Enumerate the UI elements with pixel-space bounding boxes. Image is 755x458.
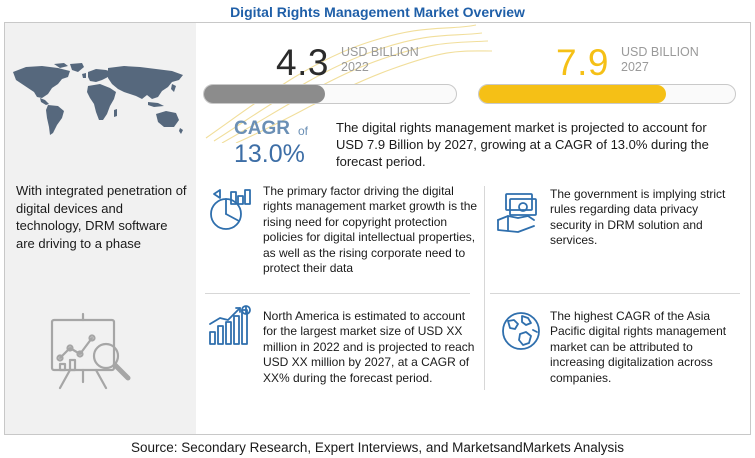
point-text-government: The government is implying strict rules … xyxy=(550,187,726,248)
divider-left xyxy=(205,293,470,294)
cagr-value: 13.0% xyxy=(234,140,305,168)
market-value-2027: 7.9 xyxy=(556,42,609,83)
divider-vertical xyxy=(484,186,485,390)
unit-label-2027: USD BILLION xyxy=(621,45,699,59)
progress-bar-2027 xyxy=(478,84,736,104)
policy-chart-icon xyxy=(210,189,251,230)
chart-analysis-icon xyxy=(50,312,131,390)
progress-fill-2022 xyxy=(204,85,325,103)
decorative-swirl xyxy=(205,24,493,143)
government-money-icon xyxy=(497,193,537,233)
year-label-2027: 2027 xyxy=(621,60,649,74)
year-label-2022: 2022 xyxy=(341,60,369,74)
globe-icon xyxy=(502,312,540,350)
progress-bar-2022 xyxy=(203,84,457,104)
progress-fill-2027 xyxy=(479,85,666,103)
world-map-icon xyxy=(13,63,183,135)
cagr-description: The digital rights management market is … xyxy=(336,120,709,169)
cagr-of-label: of xyxy=(298,124,309,138)
market-value-2022: 4.3 xyxy=(276,42,329,83)
left-panel-text: With integrated penetration of digital d… xyxy=(16,183,187,251)
divider-right xyxy=(490,293,740,294)
cagr-label: CAGR xyxy=(234,118,290,139)
point-text-north-america: North America is estimated to account fo… xyxy=(263,309,475,385)
point-text-asia-pacific: The highest CAGR of the Asia Pacific dig… xyxy=(550,309,727,385)
page-title: Digital Rights Management Market Overvie… xyxy=(230,4,525,20)
unit-label-2022: USD BILLION xyxy=(341,45,419,59)
growth-chart-icon xyxy=(209,305,251,345)
source-caption: Source: Secondary Research, Expert Inter… xyxy=(131,440,624,455)
point-text-drivers: The primary factor driving the digital r… xyxy=(263,184,478,276)
